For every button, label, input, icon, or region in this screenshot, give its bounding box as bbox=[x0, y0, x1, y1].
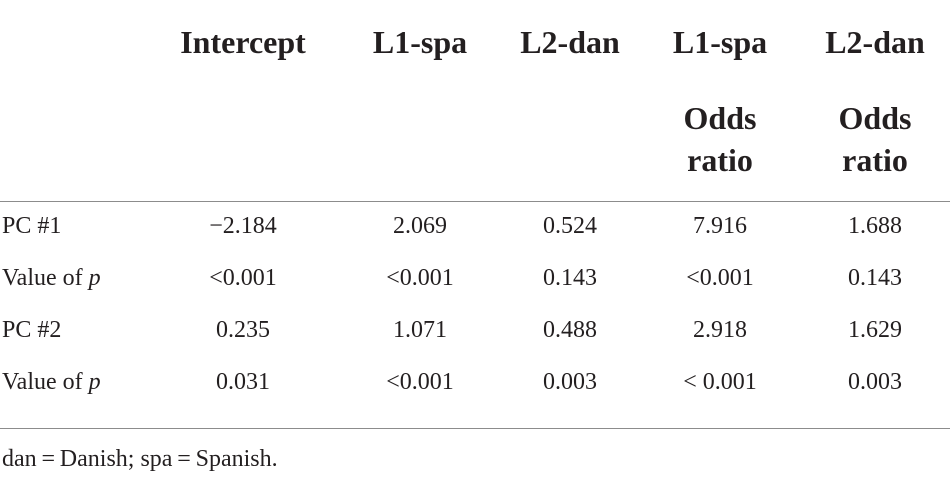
footer-divider bbox=[0, 428, 950, 429]
cell-p1-l1-spa: <0.001 bbox=[386, 265, 454, 291]
cell-p2-intercept: 0.031 bbox=[216, 369, 270, 395]
cell-pc2-intercept: 0.235 bbox=[216, 317, 270, 343]
cell-pc1-l1-spa-odds: 7.916 bbox=[693, 213, 747, 239]
cell-pc1-l1-spa: 2.069 bbox=[393, 213, 447, 239]
header-l1-spa: L1-spa bbox=[372, 24, 468, 60]
row-label-pc1: PC #1 bbox=[2, 213, 62, 239]
cell-pc1-l2-dan-odds: 1.688 bbox=[848, 213, 902, 239]
table-footnote: dan = Danish; spa = Spanish. bbox=[2, 446, 278, 472]
cell-pc2-l1-spa: 1.071 bbox=[393, 317, 447, 343]
cell-pc1-intercept: −2.184 bbox=[209, 213, 277, 239]
row-label-value-of-p-1: Value of p bbox=[2, 265, 101, 291]
subheader-odds-ratio-l2: ratio bbox=[842, 142, 908, 178]
cell-p2-l1-spa: <0.001 bbox=[386, 369, 454, 395]
cell-pc2-l2-dan-odds: 1.629 bbox=[848, 317, 902, 343]
header-intercept: Intercept bbox=[180, 24, 306, 60]
cell-pc2-l2-dan: 0.488 bbox=[543, 317, 597, 343]
cell-p1-l2-dan-odds: 0.143 bbox=[848, 265, 902, 291]
cell-p2-l2-dan: 0.003 bbox=[543, 369, 597, 395]
cell-pc1-l2-dan: 0.524 bbox=[543, 213, 597, 239]
cell-pc2-l1-spa-odds: 2.918 bbox=[693, 317, 747, 343]
subheader-odds-ratio-l1: Odds bbox=[683, 100, 757, 136]
subheader-odds-ratio-l2: Odds bbox=[838, 100, 912, 136]
cell-p1-intercept: <0.001 bbox=[209, 265, 277, 291]
header-l2-dan-odds: L2-dan bbox=[825, 24, 925, 60]
row-label-value-of-p-2: Value of p bbox=[2, 369, 101, 395]
header-divider bbox=[0, 201, 950, 202]
cell-p2-l2-dan-odds: 0.003 bbox=[848, 369, 902, 395]
subheader-odds-ratio-l1: ratio bbox=[687, 142, 753, 178]
cell-p2-l1-spa-odds: < 0.001 bbox=[683, 369, 757, 395]
header-l2-dan: L2-dan bbox=[520, 24, 620, 60]
header-l1-spa-odds: L1-spa bbox=[672, 24, 768, 60]
cell-p1-l1-spa-odds: <0.001 bbox=[686, 265, 754, 291]
row-label-pc2: PC #2 bbox=[2, 317, 62, 343]
cell-p1-l2-dan: 0.143 bbox=[543, 265, 597, 291]
